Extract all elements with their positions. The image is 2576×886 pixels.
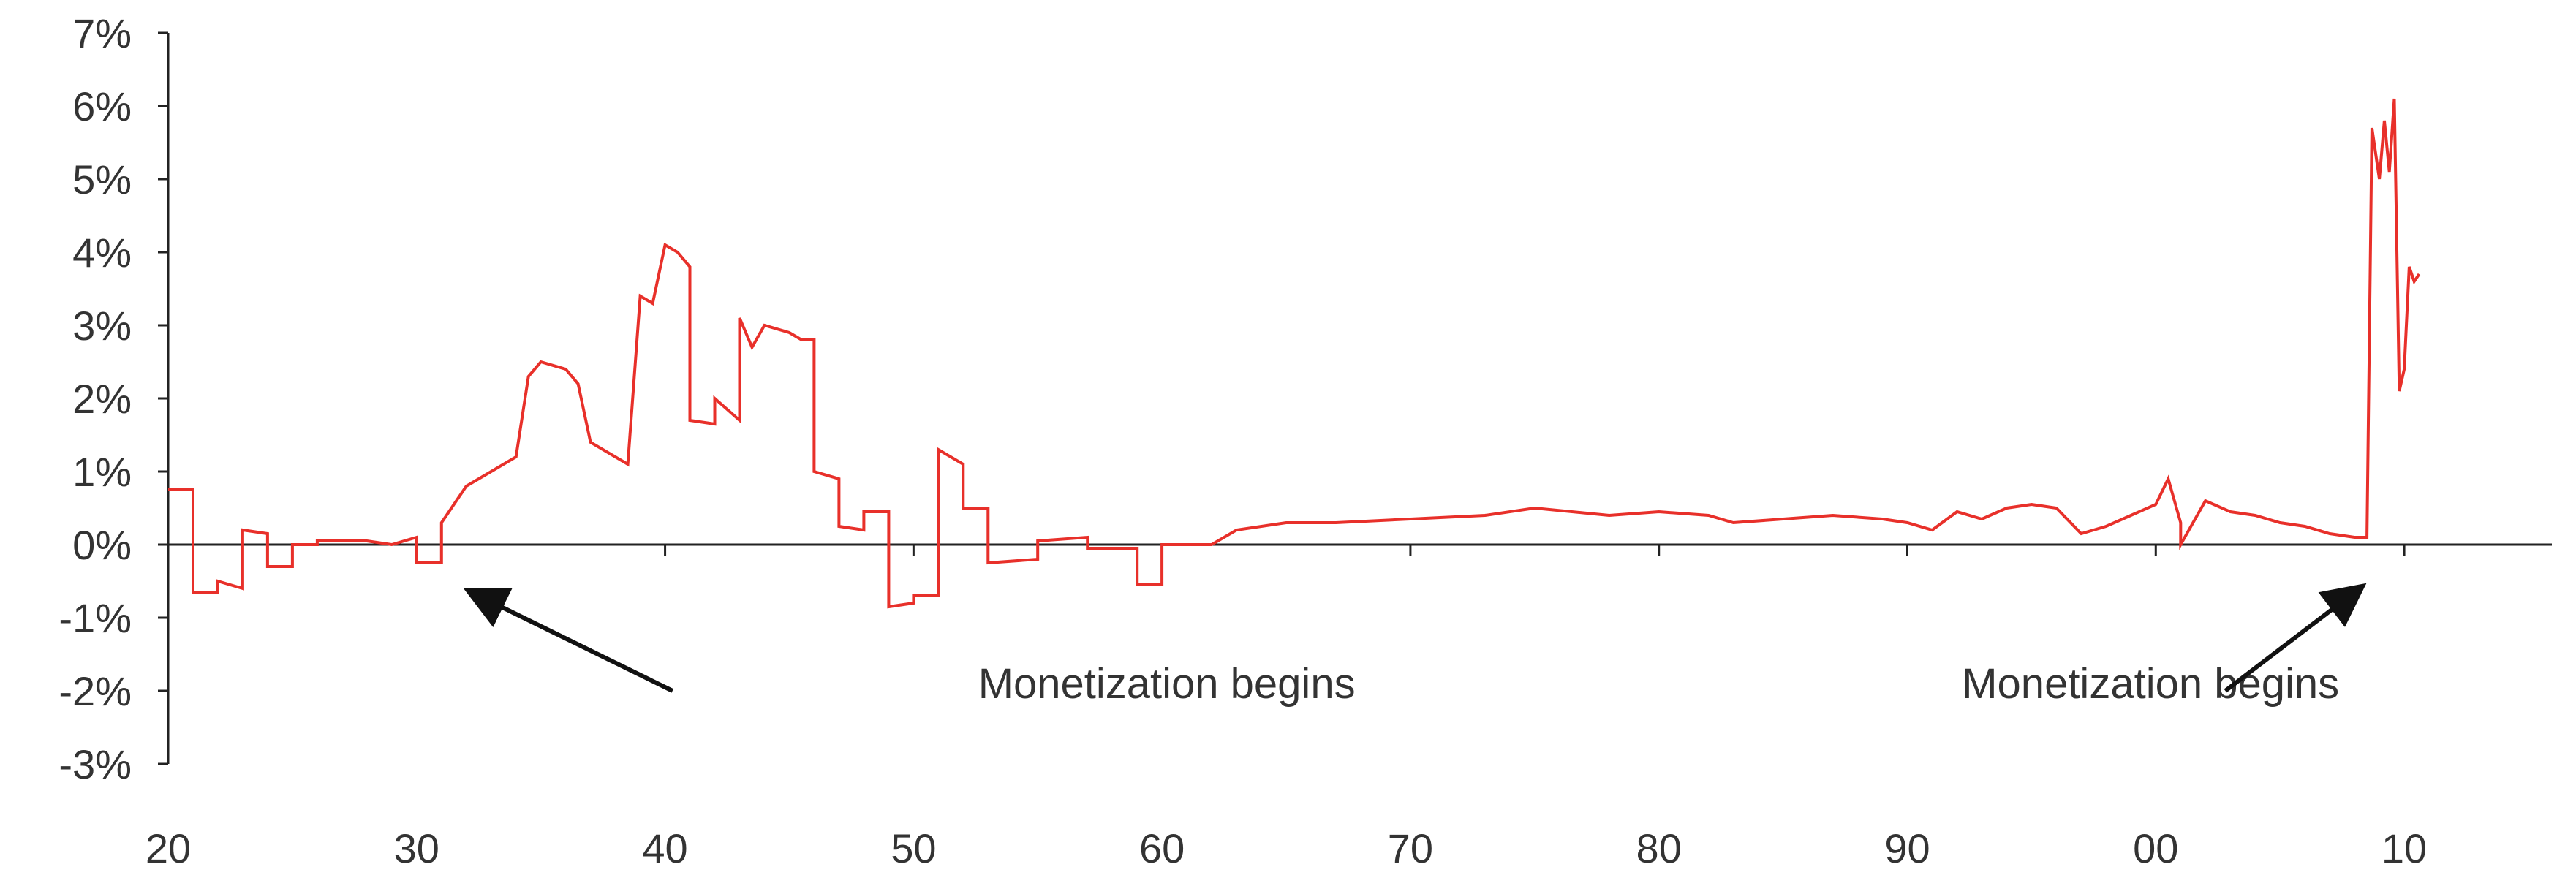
x-tick-label: 20 <box>146 825 191 871</box>
y-tick-label: 4% <box>72 230 132 276</box>
y-axis: 7% 6% 5% 4% 3% 2% 1% 0% -1% -2% -3% <box>58 10 170 787</box>
y-tick-label: -2% <box>58 668 132 714</box>
x-tick-label: 00 <box>2133 825 2178 871</box>
y-tick-label: 5% <box>72 156 132 202</box>
x-tick-label: 70 <box>1388 825 1433 871</box>
y-tick-label: 3% <box>72 303 132 349</box>
y-tick-label: 7% <box>72 10 132 56</box>
y-tick-label: 1% <box>72 449 132 495</box>
annotation-label: Monetization begins <box>1962 660 2339 708</box>
y-tick-label: -1% <box>58 595 132 641</box>
y-tick-label: -3% <box>58 741 132 787</box>
y-tick-label: 0% <box>72 522 132 568</box>
x-tick-label: 30 <box>394 825 439 871</box>
x-tick-label: 90 <box>1884 825 1930 871</box>
series-line <box>168 98 2421 609</box>
x-tick-label: 80 <box>1636 825 1682 871</box>
x-tick-label: 40 <box>642 825 687 871</box>
x-tick-label: 60 <box>1139 825 1185 871</box>
y-tick-label: 2% <box>72 376 132 422</box>
annotation-label: Monetization begins <box>978 660 1356 708</box>
series-layer <box>168 98 2421 609</box>
x-tick-label: 50 <box>891 825 936 871</box>
annotation-arrow <box>463 588 674 693</box>
x-tick-label: 10 <box>2382 825 2427 871</box>
x-axis: 20 30 40 50 60 70 80 90 00 10 <box>146 543 2552 871</box>
annotation-arrow <box>2224 583 2367 693</box>
y-tick-label: 6% <box>72 83 132 129</box>
annotation-layer: Monetization begins Monetization begins <box>463 583 2367 708</box>
